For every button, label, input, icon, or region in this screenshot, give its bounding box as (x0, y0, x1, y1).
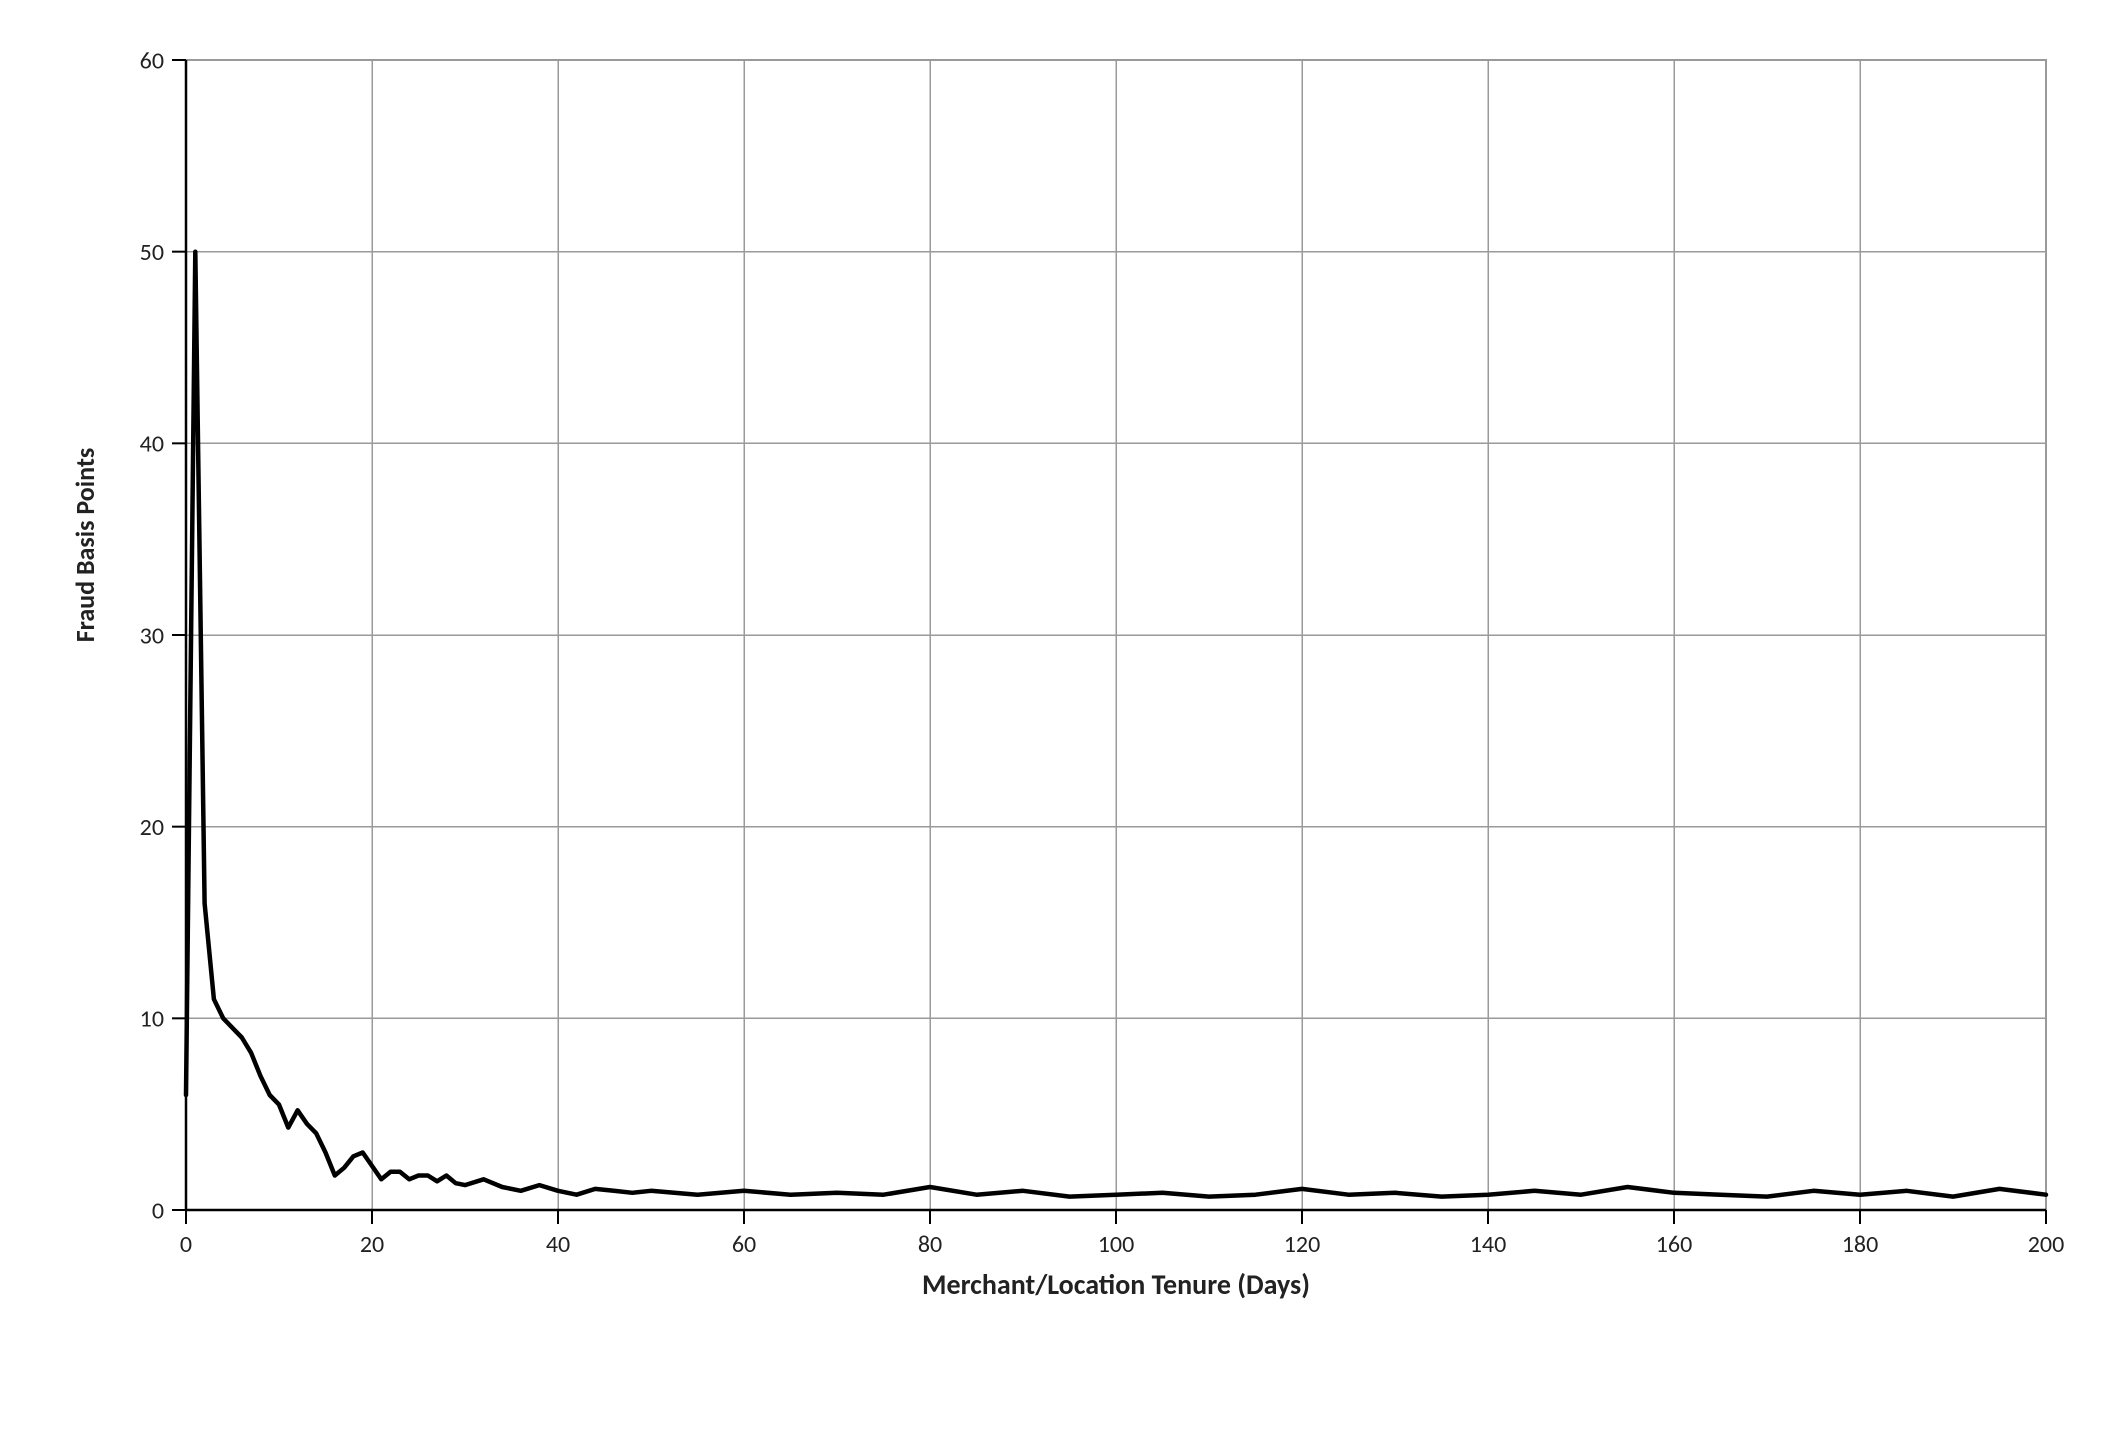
fraud-tenure-chart: 0 20 40 60 80 100 120 140 160 180 200 0 10 20 30 40 50 60… (0, 0, 2116, 1446)
y-tick-label: 20 (140, 813, 164, 842)
y-tick-label: 0 (152, 1196, 164, 1225)
chart-container: 0 20 40 60 80 100 120 140 160 180 200 0 10 20 30 40 50 60… (0, 0, 2116, 1446)
x-tick-label: 80 (918, 1230, 942, 1259)
x-tick-label: 0 (180, 1230, 192, 1259)
x-tick-label: 60 (732, 1230, 756, 1259)
x-tick-label: 100 (1098, 1230, 1135, 1259)
x-tick-label: 140 (1470, 1230, 1507, 1259)
x-tick-label: 120 (1284, 1230, 1321, 1259)
x-tick-label: 160 (1656, 1230, 1693, 1259)
x-tick-label: 200 (2028, 1230, 2065, 1259)
grid (186, 60, 2046, 1210)
y-axis-label: Fraud Basis Points (69, 448, 101, 643)
x-tick-label: 40 (546, 1230, 570, 1259)
y-tick-label: 50 (140, 238, 164, 267)
y-tick-label: 40 (140, 430, 164, 459)
x-tick-label: 20 (360, 1230, 384, 1259)
x-axis-label: Merchant/Location Tenure (Days) (922, 1267, 1310, 1302)
y-tick-label: 30 (140, 621, 164, 650)
x-tick-label: 180 (1842, 1230, 1879, 1259)
y-tick-label: 60 (140, 46, 164, 75)
y-tick-label: 10 (140, 1005, 164, 1034)
